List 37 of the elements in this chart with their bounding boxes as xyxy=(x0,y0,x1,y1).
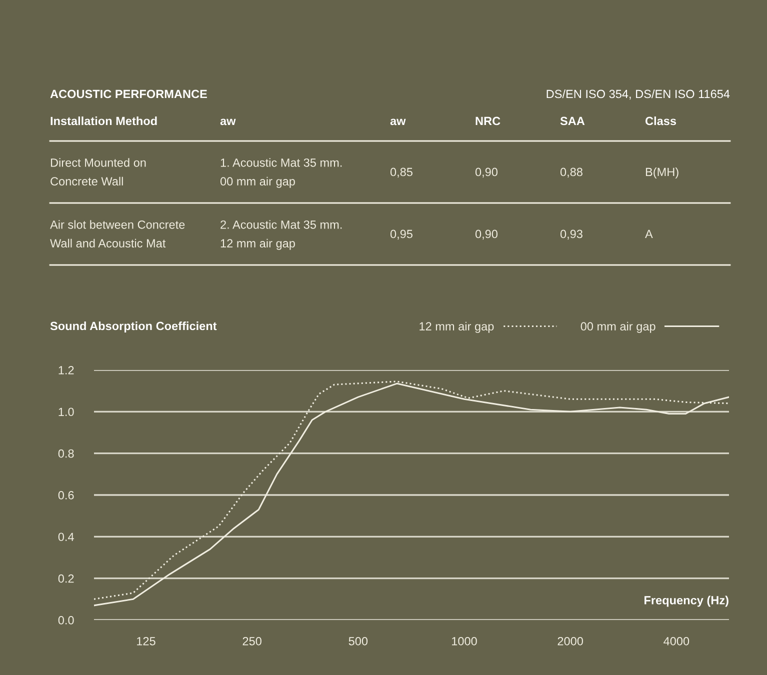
x-tick-label: 500 xyxy=(348,636,368,646)
y-tick-label: 0.4 xyxy=(58,532,74,542)
legend-label: 00 mm air gap xyxy=(580,322,656,333)
y-tick-label: 1.2 xyxy=(58,366,74,374)
chart-title: Sound Absorption Coefficient xyxy=(50,321,217,333)
y-tick-label: 1.0 xyxy=(58,408,74,416)
x-tick-label: 4000 xyxy=(664,636,690,646)
text: 0,90 xyxy=(475,168,498,178)
text: 2. Acoustic Mat 35 mm. 12 mm air gap xyxy=(220,220,342,250)
y-tick-label: 0.6 xyxy=(58,491,74,500)
text: 1. Acoustic Mat 35 mm. 00 mm air gap xyxy=(220,158,342,188)
text: Air slot between Concrete Wall and Acoustic Mat xyxy=(50,220,185,248)
text: 0,90 xyxy=(475,230,498,240)
category-label: SAA xyxy=(560,116,585,126)
text: ACOUSTIC PERFORMANCE xyxy=(50,90,207,98)
category-label: Class xyxy=(645,116,676,126)
x-axis-title: Frequency (Hz) xyxy=(644,596,728,607)
text: 0,85 xyxy=(390,168,412,178)
y-tick-label: 0.0 xyxy=(58,616,74,624)
category-label: NRC xyxy=(476,116,500,126)
text: 0,95 xyxy=(390,230,412,240)
text: A xyxy=(645,230,653,238)
x-tick-label: 125 xyxy=(137,636,156,646)
category-label: aw xyxy=(220,118,236,126)
text: Direct Mounted on Concrete Wall xyxy=(50,158,146,186)
legend-label: 12 mm air gap xyxy=(420,322,494,333)
x-tick-label: 250 xyxy=(242,636,262,646)
x-tick-label: 1000 xyxy=(452,636,477,646)
text: 0,93 xyxy=(560,230,582,240)
y-tick-label: 0.8 xyxy=(58,449,74,458)
x-tick-label: 2000 xyxy=(558,636,583,646)
category-label: Installation Method xyxy=(50,116,157,126)
category-label: aw xyxy=(390,118,406,126)
y-tick-label: 0.2 xyxy=(58,574,74,583)
text: B(MH) xyxy=(646,168,678,178)
text: 0,88 xyxy=(560,168,582,178)
text: DS/EN ISO 354, DS/EN ISO 11654 xyxy=(546,90,730,100)
